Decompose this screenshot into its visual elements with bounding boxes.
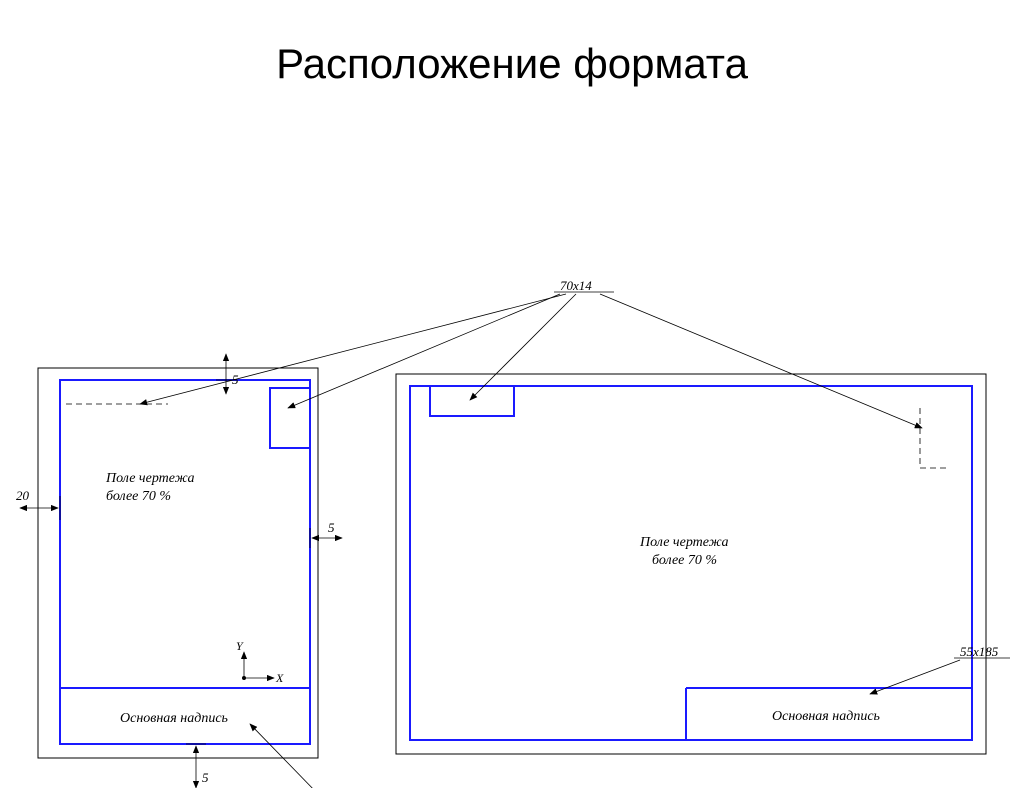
landscape-field-label-2: более 70 %: [652, 553, 717, 568]
diagram-canvas: Поле чертежа более 70 % Основная надпись…: [0, 88, 1024, 788]
callout-55x185-right-text: 55x185: [960, 644, 999, 659]
dim-right-5-text: 5: [328, 520, 335, 535]
dim-left-20-text: 20: [16, 488, 30, 503]
leader-70x14-b: [140, 294, 566, 404]
landscape-field-label-1: Поле чертежа: [639, 535, 728, 550]
landscape-sheet: Поле чертежа более 70 % Основная надпись: [396, 374, 986, 754]
portrait-outer-frame: [38, 368, 318, 758]
portrait-field-label-2: более 70 %: [106, 489, 171, 504]
svg-text:Y: Y: [236, 639, 244, 653]
leader-55x185-left: [250, 724, 318, 788]
portrait-sheet: Поле чертежа более 70 % Основная надпись…: [38, 368, 318, 758]
axis-origin-icon: Y X: [236, 639, 284, 685]
landscape-stamp-rect: [430, 386, 514, 416]
portrait-stamp-rect: [270, 388, 310, 448]
portrait-inner-frame: [60, 380, 310, 744]
callout-70x14-text: 70x14: [560, 278, 592, 293]
leader-70x14-d: [600, 294, 922, 428]
dim-bot-5-text: 5: [202, 770, 209, 785]
portrait-titleblock-label: Основная надпись: [120, 711, 228, 726]
portrait-field-label-1: Поле чертежа: [105, 471, 194, 486]
landscape-titleblock-label: Основная надпись: [772, 709, 880, 724]
page-title: Расположение формата: [0, 0, 1024, 88]
svg-text:X: X: [275, 671, 284, 685]
